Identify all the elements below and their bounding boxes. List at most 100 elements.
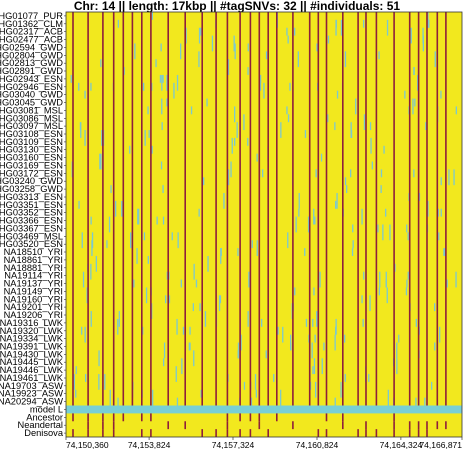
minor-variant-mark <box>78 82 80 91</box>
minor-variant-mark <box>311 342 313 359</box>
minor-variant-mark <box>259 74 262 91</box>
minor-variant-mark <box>377 224 379 233</box>
y-tick-label: NA18881_YRI <box>4 263 63 273</box>
minor-variant-mark <box>234 43 236 60</box>
minor-variant-mark <box>361 208 363 225</box>
minor-variant-mark <box>379 271 381 288</box>
minor-variant-mark <box>289 82 291 91</box>
minor-variant-mark <box>247 67 249 75</box>
reference-snv-mark <box>317 429 320 437</box>
reference-snv-mark <box>102 421 104 430</box>
reference-snv-mark <box>365 429 367 437</box>
minor-variant-mark <box>143 82 145 91</box>
reference-snv-mark <box>112 429 115 437</box>
minor-variant-mark <box>298 193 300 209</box>
minor-variant-mark <box>405 287 408 296</box>
y-tick-label: NA19445_LWK <box>0 357 64 367</box>
minor-variant-mark <box>434 303 436 312</box>
minor-variant-mark <box>298 208 300 217</box>
minor-variant-mark <box>219 295 222 304</box>
tag-snv-line <box>276 12 278 406</box>
x-tick-label: 74,166,871 <box>419 440 462 450</box>
minor-variant-mark <box>137 208 139 225</box>
minor-variant-mark <box>81 326 83 335</box>
minor-variant-mark <box>161 74 163 91</box>
minor-variant-mark <box>190 106 193 115</box>
minor-variant-mark <box>323 342 325 351</box>
minor-variant-mark <box>294 27 296 36</box>
minor-variant-mark <box>218 295 221 312</box>
minor-variant-mark <box>162 216 165 225</box>
minor-variant-mark <box>75 389 77 398</box>
reference-snv-mark <box>215 429 217 437</box>
minor-variant-mark <box>319 271 321 288</box>
minor-variant-mark <box>106 240 108 249</box>
minor-variant-mark <box>363 19 365 28</box>
minor-variant-mark <box>287 114 290 123</box>
minor-variant-mark <box>295 216 297 233</box>
minor-variant-mark <box>255 389 257 398</box>
y-tick-label: NA20294_ASW <box>0 397 63 407</box>
minor-variant-mark <box>427 12 429 28</box>
y-tick-label: NA19201_YRI <box>4 302 63 312</box>
minor-variant-mark <box>371 161 373 170</box>
tag-snv-line <box>292 12 294 406</box>
y-tick-label: HG02943_ESN <box>0 74 63 84</box>
minor-variant-mark <box>91 232 94 249</box>
minor-variant-mark <box>231 137 233 154</box>
y-tick-label: HG03045_GWD <box>0 98 63 108</box>
minor-variant-mark <box>313 287 315 296</box>
minor-variant-mark <box>147 106 149 115</box>
minor-variant-mark <box>110 185 112 194</box>
minor-variant-mark <box>386 19 389 36</box>
minor-variant-mark <box>152 389 154 406</box>
minor-variant-mark <box>286 106 288 115</box>
minor-variant-mark <box>396 342 398 359</box>
minor-variant-mark <box>81 232 83 249</box>
minor-variant-mark <box>198 27 201 44</box>
minor-variant-mark <box>75 366 77 375</box>
y-tick-label: HG03108_ESN <box>0 129 63 139</box>
minor-variant-mark <box>382 224 384 241</box>
minor-variant-mark <box>84 130 86 146</box>
reference-snv-mark <box>150 413 152 422</box>
tag-snv-line <box>131 12 134 406</box>
reference-snv-mark <box>226 421 229 430</box>
minor-variant-mark <box>443 248 445 256</box>
minor-variant-mark <box>98 374 100 390</box>
minor-variant-mark <box>321 358 323 375</box>
reference-snv-mark <box>239 429 241 437</box>
minor-variant-mark <box>448 169 450 186</box>
plot-background <box>66 12 462 437</box>
minor-variant-mark <box>378 51 380 60</box>
minor-variant-mark <box>220 248 222 264</box>
y-tick-label: model L <box>30 405 63 415</box>
y-tick-label: HG03172_ESN <box>0 168 63 178</box>
y-tick-label: NA18861_YRI <box>4 255 63 265</box>
minor-variant-mark <box>177 232 179 249</box>
minor-variant-mark <box>455 271 457 288</box>
minor-variant-mark <box>185 27 187 44</box>
minor-variant-mark <box>455 106 457 115</box>
y-tick-label: NA19137_YRI <box>4 279 63 289</box>
minor-variant-mark <box>265 51 268 60</box>
minor-variant-mark <box>243 381 246 390</box>
y-tick-label: Denisova <box>24 428 64 438</box>
minor-variant-mark <box>438 232 440 241</box>
minor-variant-mark <box>193 263 195 280</box>
tag-snv-line <box>417 12 420 406</box>
reference-snv-mark <box>417 421 420 430</box>
minor-variant-mark <box>282 326 284 343</box>
reference-snv-mark <box>408 421 411 430</box>
minor-variant-mark <box>70 74 72 83</box>
minor-variant-mark <box>86 287 88 304</box>
tag-snv-line <box>408 12 411 406</box>
tag-snv-line <box>393 12 395 406</box>
y-tick-label: HG01362_CLM <box>0 19 63 29</box>
reference-snv-mark <box>184 421 186 430</box>
reference-snv-mark <box>102 429 104 437</box>
minor-variant-mark <box>200 27 202 36</box>
minor-variant-mark <box>206 98 208 107</box>
minor-variant-mark <box>286 27 288 36</box>
